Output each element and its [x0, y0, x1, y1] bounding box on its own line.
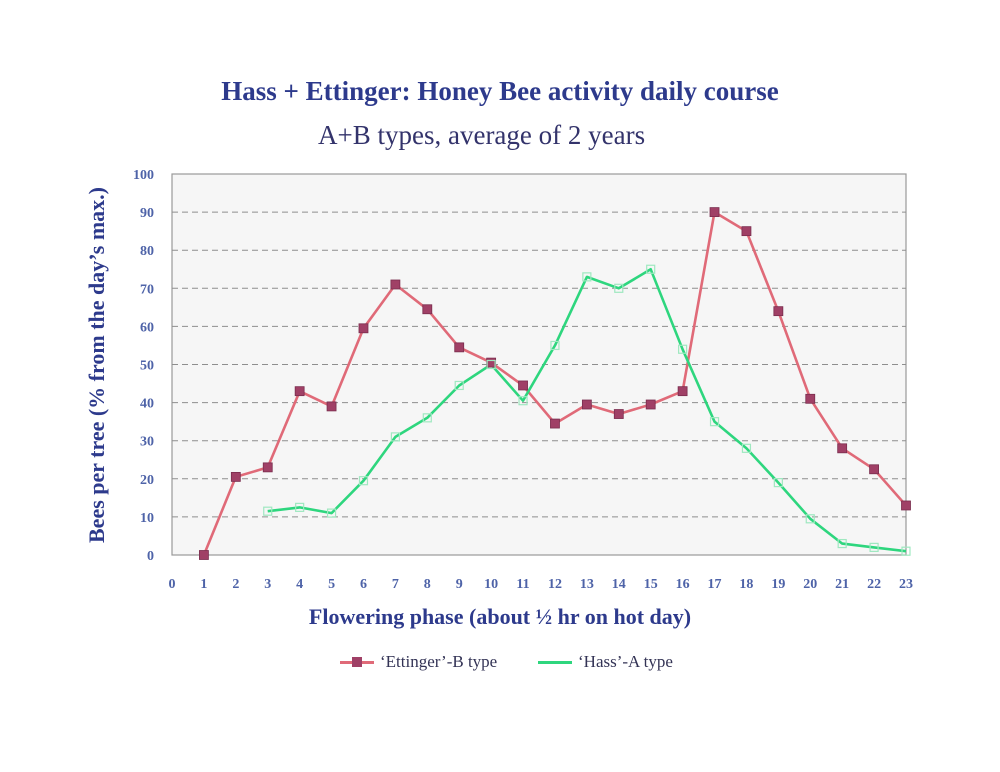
data-point-hass — [646, 264, 656, 274]
data-point-ettinger — [390, 279, 401, 290]
x-tick-label: 9 — [456, 577, 463, 592]
data-point-ettinger — [773, 306, 784, 317]
data-point-hass — [837, 538, 847, 549]
legend-label-hass: ‘Hass’-A type — [578, 652, 673, 671]
data-point-ettinger — [486, 357, 497, 368]
data-point-ettinger — [709, 207, 720, 218]
x-tick-label: 10 — [484, 577, 498, 592]
y-tick-label: 70 — [140, 282, 154, 297]
x-axis-label: Flowering phase (about ½ hr on hot day) — [308, 604, 692, 629]
y-tick-label: 80 — [140, 244, 154, 259]
data-point-hass — [390, 432, 400, 442]
data-point-ettinger — [869, 464, 879, 475]
data-point-hass — [358, 476, 369, 486]
y-tick-label: 50 — [140, 359, 154, 374]
x-tick-label: 16 — [676, 577, 690, 592]
data-point-hass — [295, 502, 305, 512]
data-point-hass — [518, 396, 528, 406]
data-point-ettinger — [837, 443, 848, 454]
data-point-hass — [486, 359, 496, 370]
data-point-ettinger — [454, 342, 465, 353]
data-point-ettinger — [645, 399, 656, 410]
data-point-ettinger — [581, 399, 592, 410]
x-tick-label: 15 — [644, 577, 658, 592]
data-point-hass — [422, 413, 432, 423]
legend-item-ettinger: ‘Ettinger’-B type — [340, 652, 497, 672]
data-point-ettinger — [262, 462, 273, 473]
data-point-ettinger — [294, 386, 305, 397]
legend-swatch-hass — [538, 655, 572, 669]
x-tick-label: 2 — [232, 577, 239, 592]
x-tick-label: 22 — [867, 577, 881, 592]
x-tick-label: 1 — [200, 577, 207, 592]
data-point-hass — [773, 478, 783, 488]
data-point-hass — [901, 546, 911, 556]
series-line-hass — [267, 267, 907, 553]
data-point-ettinger — [199, 550, 209, 560]
data-point-hass — [709, 417, 720, 427]
x-tick-label: 17 — [708, 577, 722, 592]
y-tick-label: 30 — [140, 435, 154, 450]
data-point-hass — [805, 514, 815, 524]
data-point-ettinger — [422, 304, 433, 315]
data-point-ettinger — [677, 386, 688, 397]
x-tick-label: 12 — [548, 577, 562, 592]
x-tick-label: 19 — [771, 577, 785, 592]
legend-item-hass: ‘Hass’-A type — [538, 652, 673, 672]
x-tick-label: 4 — [296, 577, 303, 592]
x-tick-label: 18 — [739, 577, 753, 592]
chart-subtitle: A+B types, average of 2 years — [318, 120, 646, 150]
x-tick-label: 13 — [580, 577, 594, 592]
data-point-ettinger — [358, 323, 369, 334]
data-point-ettinger — [741, 226, 752, 237]
data-point-ettinger — [613, 409, 624, 419]
y-tick-label: 60 — [140, 320, 154, 335]
data-point-hass — [678, 344, 688, 354]
x-tick-label: 11 — [516, 577, 529, 592]
data-point-ettinger — [901, 500, 911, 511]
data-point-hass — [263, 506, 273, 516]
data-point-hass — [741, 443, 752, 453]
data-point-ettinger — [805, 393, 816, 404]
y-tick-label: 40 — [140, 397, 154, 412]
data-point-hass — [869, 542, 879, 552]
data-point-ettinger — [230, 471, 241, 482]
x-tick-label: 8 — [424, 577, 431, 592]
x-tick-label: 23 — [899, 577, 913, 592]
data-point-hass — [614, 283, 624, 293]
x-tick-label: 7 — [392, 577, 399, 592]
chart-title: Hass + Ettinger: Honey Bee activity dail… — [221, 76, 779, 106]
y-tick-label: 90 — [140, 206, 154, 221]
data-point-hass — [454, 380, 464, 391]
y-tick-label: 0 — [147, 549, 154, 564]
x-tick-label: 14 — [612, 577, 626, 592]
legend-swatch-ettinger — [340, 655, 374, 669]
x-tick-label: 3 — [264, 577, 271, 592]
y-tick-label: 100 — [133, 168, 154, 183]
data-point-ettinger — [326, 401, 337, 412]
data-point-hass — [326, 508, 337, 518]
x-tick-label: 6 — [360, 577, 367, 592]
data-point-hass — [550, 340, 560, 351]
chart-legend: ‘Ettinger’-B type ‘Hass’-A type — [0, 652, 1000, 676]
legend-label-ettinger: ‘Ettinger’-B type — [380, 652, 498, 671]
data-point-ettinger — [550, 418, 560, 429]
x-tick-label: 20 — [803, 577, 817, 592]
data-point-hass — [582, 272, 592, 282]
y-tick-label: 10 — [140, 511, 154, 526]
x-tick-label: 0 — [169, 577, 176, 592]
x-tick-label: 21 — [835, 577, 849, 592]
x-tick-label: 5 — [328, 577, 335, 592]
y-tick-label: 20 — [140, 473, 154, 488]
data-point-ettinger — [518, 380, 528, 391]
